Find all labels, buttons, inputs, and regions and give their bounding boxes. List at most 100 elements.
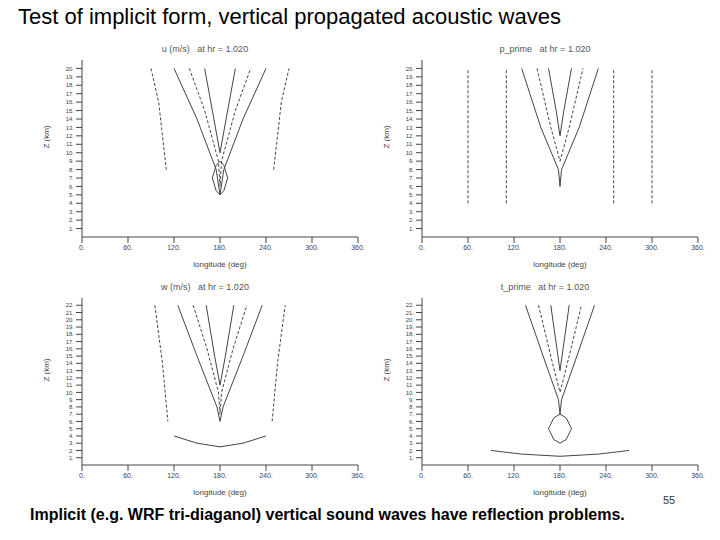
svg-text:120.: 120. xyxy=(507,472,521,479)
svg-text:19.: 19. xyxy=(66,324,75,330)
svg-text:15.: 15. xyxy=(406,353,415,359)
svg-text:9.: 9. xyxy=(69,397,74,403)
svg-text:19.: 19. xyxy=(66,74,75,80)
svg-text:360.: 360. xyxy=(351,244,365,251)
svg-text:60.: 60. xyxy=(123,472,133,479)
svg-text:120.: 120. xyxy=(167,472,181,479)
svg-text:21.: 21. xyxy=(406,310,415,316)
svg-text:180.: 180. xyxy=(553,472,567,479)
svg-text:15.: 15. xyxy=(66,108,75,114)
svg-text:13.: 13. xyxy=(66,125,75,131)
svg-text:17.: 17. xyxy=(406,339,415,345)
svg-text:Z (km): Z (km) xyxy=(42,358,51,381)
svg-text:14.: 14. xyxy=(406,360,415,366)
svg-text:7.: 7. xyxy=(69,175,74,181)
svg-text:6.: 6. xyxy=(409,184,414,190)
svg-text:17.: 17. xyxy=(406,91,415,97)
svg-text:240.: 240. xyxy=(599,472,613,479)
svg-text:300.: 300. xyxy=(305,472,319,479)
svg-text:5.: 5. xyxy=(409,192,414,198)
svg-text:7.: 7. xyxy=(409,411,414,417)
svg-text:1.: 1. xyxy=(69,226,74,232)
svg-text:10.: 10. xyxy=(406,390,415,396)
svg-text:14.: 14. xyxy=(66,116,75,122)
svg-text:6.: 6. xyxy=(69,184,74,190)
svg-text:13.: 13. xyxy=(406,368,415,374)
svg-text:60.: 60. xyxy=(463,244,473,251)
svg-text:Z (km): Z (km) xyxy=(382,358,391,381)
svg-text:16.: 16. xyxy=(66,346,75,352)
svg-text:10.: 10. xyxy=(66,150,75,156)
svg-text:11.: 11. xyxy=(66,382,74,388)
svg-text:10.: 10. xyxy=(406,150,415,156)
svg-text:16.: 16. xyxy=(406,346,415,352)
svg-text:2.: 2. xyxy=(69,448,74,454)
svg-text:20.: 20. xyxy=(406,66,415,72)
svg-text:16.: 16. xyxy=(406,99,415,105)
svg-text:4.: 4. xyxy=(69,433,74,439)
svg-text:360.: 360. xyxy=(351,472,365,479)
svg-text:Z (km): Z (km) xyxy=(382,125,391,148)
svg-text:360.: 360. xyxy=(691,472,705,479)
svg-text:19.: 19. xyxy=(406,324,415,330)
svg-text:20.: 20. xyxy=(66,317,75,323)
svg-text:180.: 180. xyxy=(553,244,567,251)
svg-text:11.: 11. xyxy=(66,141,74,147)
svg-text:19.: 19. xyxy=(406,74,415,80)
svg-text:300.: 300. xyxy=(305,244,319,251)
svg-text:21.: 21. xyxy=(66,310,75,316)
svg-text:360.: 360. xyxy=(691,244,705,251)
svg-text:longitude (deg): longitude (deg) xyxy=(533,260,587,269)
svg-text:5.: 5. xyxy=(69,192,74,198)
svg-text:longitude (deg): longitude (deg) xyxy=(533,488,587,497)
svg-text:11.: 11. xyxy=(406,141,414,147)
svg-text:180.: 180. xyxy=(213,472,227,479)
svg-text:3.: 3. xyxy=(409,440,414,446)
svg-text:2.: 2. xyxy=(409,217,414,223)
svg-text:12.: 12. xyxy=(406,375,415,381)
svg-text:6.: 6. xyxy=(69,419,74,425)
svg-text:240.: 240. xyxy=(259,244,273,251)
svg-text:22.: 22. xyxy=(66,302,75,308)
svg-text:17.: 17. xyxy=(66,339,75,345)
svg-text:240.: 240. xyxy=(259,472,273,479)
svg-text:120.: 120. xyxy=(167,244,181,251)
svg-text:18.: 18. xyxy=(406,331,415,337)
svg-text:13.: 13. xyxy=(406,125,415,131)
svg-text:60.: 60. xyxy=(123,244,133,251)
svg-text:8.: 8. xyxy=(69,404,74,410)
svg-text:120.: 120. xyxy=(507,244,521,251)
svg-text:5.: 5. xyxy=(409,426,414,432)
svg-text:2.: 2. xyxy=(69,217,74,223)
svg-text:300.: 300. xyxy=(645,472,659,479)
svg-text:8.: 8. xyxy=(409,404,414,410)
svg-text:3.: 3. xyxy=(69,209,74,215)
svg-text:9.: 9. xyxy=(409,397,414,403)
svg-text:20.: 20. xyxy=(66,66,75,72)
svg-text:4.: 4. xyxy=(409,433,414,439)
svg-text:0.: 0. xyxy=(79,472,85,479)
svg-text:300.: 300. xyxy=(645,244,659,251)
svg-text:7.: 7. xyxy=(69,411,74,417)
svg-text:1.: 1. xyxy=(409,455,414,461)
svg-text:13.: 13. xyxy=(66,368,75,374)
svg-text:18.: 18. xyxy=(66,82,75,88)
svg-text:7.: 7. xyxy=(409,175,414,181)
svg-text:18.: 18. xyxy=(66,331,75,337)
svg-text:2.: 2. xyxy=(409,448,414,454)
svg-text:3.: 3. xyxy=(409,209,414,215)
svg-text:15.: 15. xyxy=(406,108,415,114)
svg-text:4.: 4. xyxy=(69,200,74,206)
svg-text:0.: 0. xyxy=(419,472,425,479)
svg-text:0.: 0. xyxy=(79,244,85,251)
svg-text:6.: 6. xyxy=(409,419,414,425)
svg-text:240.: 240. xyxy=(599,244,613,251)
svg-text:4.: 4. xyxy=(409,200,414,206)
svg-text:8.: 8. xyxy=(69,167,74,173)
svg-text:1.: 1. xyxy=(69,455,74,461)
svg-text:Z (km): Z (km) xyxy=(42,125,51,148)
svg-text:12.: 12. xyxy=(66,133,75,139)
svg-text:1.: 1. xyxy=(409,226,414,232)
svg-text:3.: 3. xyxy=(69,440,74,446)
svg-text:9.: 9. xyxy=(409,158,414,164)
